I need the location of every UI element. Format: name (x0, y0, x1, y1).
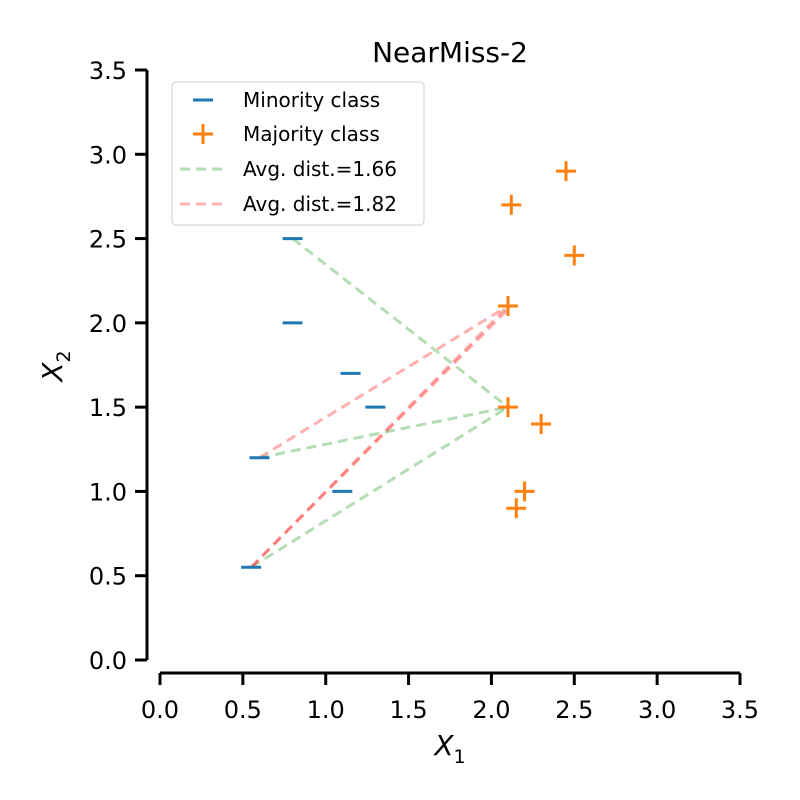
y-axis-label-main: X (36, 362, 69, 384)
x-axis: 0.0 0.5 1.0 1.5 2.0 2.5 3.0 3.5 (141, 671, 759, 724)
chart-title: NearMiss-2 (372, 36, 528, 69)
y-tick-label-0: 0.0 (89, 647, 127, 675)
legend: Minority class Majority class Avg. dist.… (171, 81, 425, 226)
majority-point-7 (506, 498, 527, 519)
x-tick-label-6: 3.0 (638, 696, 676, 724)
x-axis-label: X1 (432, 729, 465, 768)
y-tick-label-3: 1.5 (89, 394, 127, 422)
majority-point-5 (531, 414, 552, 434)
green-distance-line-0 (291, 237, 509, 409)
legend-red-label: Avg. dist.=1.82 (243, 192, 397, 216)
x-tick-label-1: 0.5 (224, 696, 262, 724)
legend-green-label: Avg. dist.=1.66 (243, 157, 397, 181)
majority-point-3 (498, 296, 518, 316)
data-points (241, 161, 585, 569)
legend-minority-label: Minority class (243, 88, 380, 112)
x-tick-label-3: 1.5 (389, 696, 427, 724)
green-distance-line-1 (259, 405, 509, 460)
x-tick-label-4: 2.0 (472, 696, 510, 724)
majority-point-0 (556, 161, 576, 182)
y-tick-label-1: 0.5 (89, 563, 127, 591)
red-distance-line-0 (258, 304, 509, 459)
green-distance-line-2 (250, 405, 509, 569)
x-axis-label-sub: 1 (454, 746, 466, 768)
y-tick-label-2: 1.0 (89, 478, 127, 506)
legend-majority-label: Majority class (243, 122, 380, 146)
x-axis-label-main: X (432, 729, 454, 762)
legend-majority-marker (193, 124, 213, 144)
y-axis: 0.0 0.5 1.0 1.5 2.0 2.5 3.0 3.5 (89, 57, 149, 675)
x-tick-label-2: 1.0 (307, 696, 345, 724)
majority-point-2 (564, 245, 585, 266)
distance-lines (250, 237, 513, 569)
x-tick-label-5: 2.5 (555, 696, 593, 724)
legend-box (171, 81, 425, 226)
y-axis-label: X2 (36, 350, 75, 383)
red-distance-line-1 (250, 304, 513, 569)
majority-point-6 (514, 481, 535, 502)
y-tick-label-6: 3.0 (89, 141, 127, 169)
majority-point-1 (501, 194, 522, 215)
y-axis-label-sub: 2 (53, 350, 75, 362)
red-distance-line-2 (250, 304, 510, 569)
majority-point-4 (498, 397, 518, 418)
y-tick-label-5: 2.5 (89, 226, 127, 254)
y-tick-label-4: 2.0 (89, 310, 127, 338)
y-tick-label-7: 3.5 (89, 57, 127, 85)
x-tick-label-7: 3.5 (721, 696, 759, 724)
x-tick-label-0: 0.0 (141, 696, 179, 724)
